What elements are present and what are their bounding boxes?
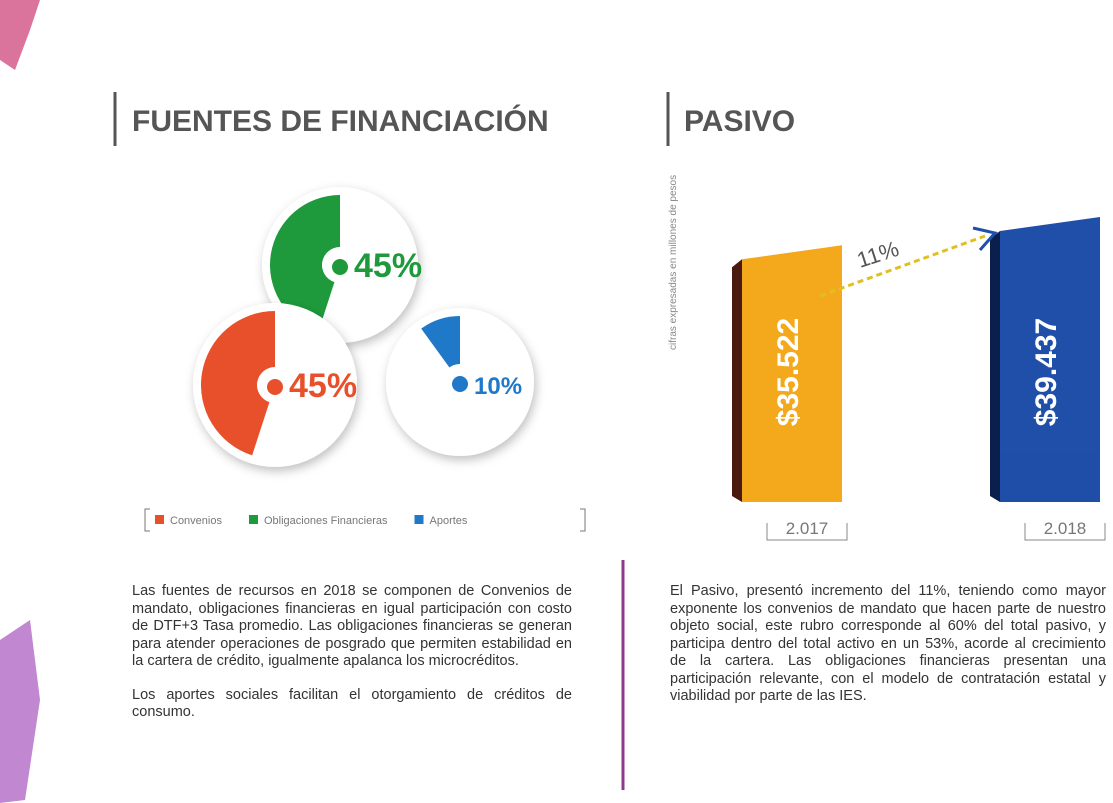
chart-title: PASIVO	[684, 105, 795, 138]
annotation: 11%	[854, 236, 902, 273]
category-bracket	[766, 523, 848, 541]
axis-label: cifras expresadas en millones de pesos	[668, 175, 679, 350]
value-label: 45%	[354, 247, 422, 285]
value-label: 45%	[289, 367, 357, 405]
category-bracket	[1024, 523, 1106, 541]
legend-bracket	[144, 508, 586, 532]
value-label: $35.522	[772, 318, 805, 426]
legend-label: Convenios	[170, 515, 222, 527]
legend-swatch	[155, 515, 164, 524]
category-label: 2.018	[1044, 519, 1087, 538]
label-dot	[267, 379, 283, 395]
legend-swatch	[248, 515, 258, 524]
legend-label: Aportes	[430, 515, 468, 527]
pie-slice	[270, 195, 340, 332]
paragraph: Las fuentes de recursos en 2018 se compo…	[132, 583, 572, 669]
chart-title: FUENTES DE FINANCIACIÓN	[132, 104, 549, 138]
paragraph: Los aportes sociales facilitan el otorga…	[132, 686, 572, 721]
bar-base	[742, 452, 842, 502]
paragraph: El Pasivo, presentó incremento del 11%, …	[670, 583, 1106, 704]
pie-slice	[201, 311, 275, 456]
label-dot	[452, 376, 468, 392]
paragraph-block: Las fuentes de recursos en 2018 se compo…	[132, 583, 572, 722]
decor-splash	[0, 620, 40, 803]
legend-swatch	[414, 515, 424, 524]
category-label: 2.017	[786, 519, 829, 538]
legend-label: Obligaciones Financieras	[264, 515, 388, 527]
paragraph-block: El Pasivo, presentó incremento del 11%, …	[670, 583, 1106, 706]
trend-arrow	[819, 234, 986, 298]
decor-splash	[0, 0, 40, 70]
bar	[1000, 217, 1100, 502]
value-label: $39.437	[1030, 318, 1063, 426]
bar-base	[1000, 452, 1100, 502]
bar-side	[732, 259, 742, 502]
value-label: 10%	[474, 373, 522, 400]
trend-arrow-head	[972, 226, 998, 251]
bar-side	[990, 231, 1000, 502]
pie-slice	[421, 316, 460, 368]
bar	[742, 245, 842, 502]
label-dot	[332, 259, 348, 275]
